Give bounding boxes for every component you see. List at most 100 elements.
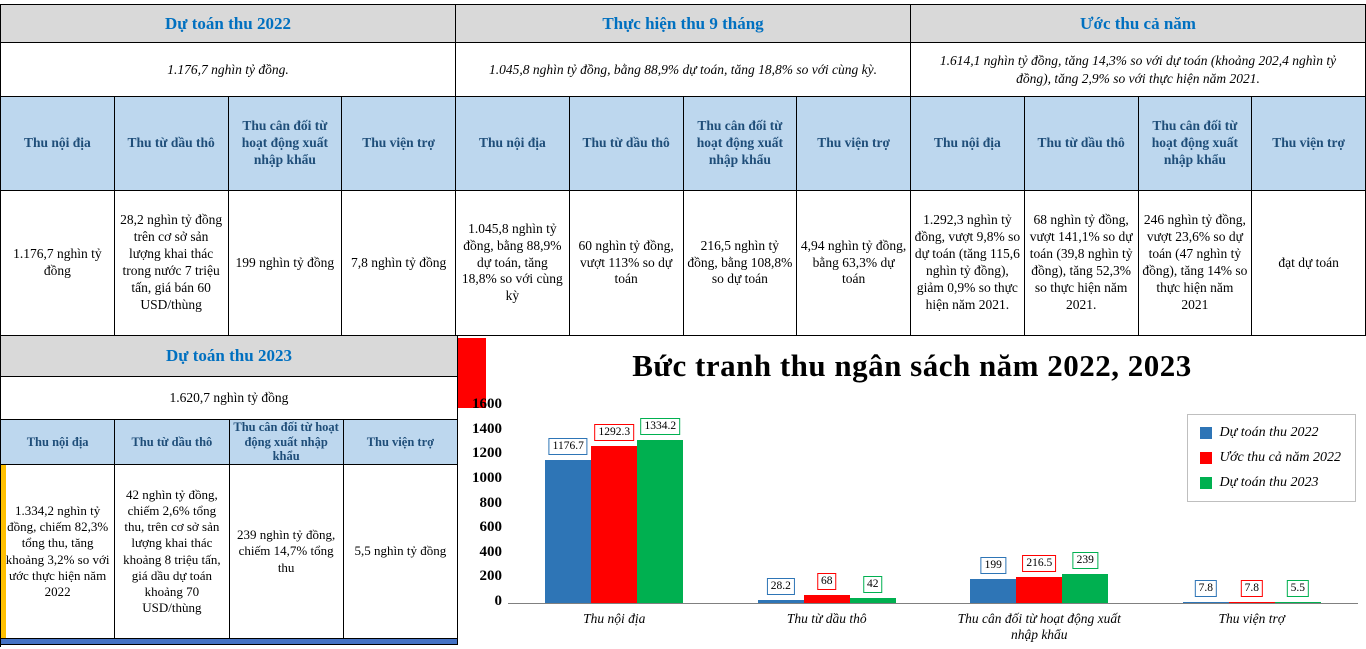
bar: 199 — [970, 556, 1017, 603]
cutoff-row — [1, 639, 458, 645]
column-header: Thu viện trợ — [1252, 97, 1366, 191]
group-summary: 1.045,8 nghìn tỷ đồng, bằng 88,9% dự toá… — [456, 43, 911, 97]
bar: 1334.2 — [637, 418, 684, 603]
bar: 1292.3 — [591, 423, 638, 603]
legend-item: Dự toán thu 2022 — [1199, 425, 1341, 441]
revenue-2023-table: Dự toán thu 2023 1.620,7 nghìn tỷ đồng T… — [0, 336, 458, 647]
data-cell: 28,2 nghìn tỷ đồng trên cơ sở sản lượng … — [114, 191, 229, 336]
y-axis-tick: 1000 — [472, 469, 502, 486]
data-cell: 4,94 nghìn tỷ đồng, bằng 63,3% dự toán — [797, 191, 911, 336]
bars-container: 1176.7 1292.3 1334.2 28.2 68 42 199 216.5 239 7.8… — [508, 408, 1358, 603]
column-header: Thu từ dầu thô — [569, 97, 684, 191]
bar: 28.2 — [757, 577, 804, 603]
bar: 7.8 — [1228, 580, 1275, 603]
data-cell: đạt dự toán — [1252, 191, 1366, 336]
data-cell: 216,5 nghìn tỷ đồng, bằng 108,8% so dự t… — [683, 191, 798, 336]
column-header: Thu từ dầu thô — [114, 97, 229, 191]
chart-header: Bức tranh thu ngân sách năm 2022, 2023 — [458, 336, 1366, 408]
column-header: Thu nội địa — [1, 97, 115, 191]
bar-value-label: 1292.3 — [594, 423, 635, 441]
group-title-uoc-thu-ca-nam: Ước thu cả năm — [911, 5, 1366, 43]
bar-value-label: 1334.2 — [640, 418, 681, 436]
bar: 239 — [1062, 551, 1109, 603]
y-axis-tick: 1400 — [472, 420, 502, 437]
bar: 216.5 — [1016, 554, 1063, 603]
legend-label: Ước thu cả năm 2022 — [1219, 450, 1341, 465]
bar-value-label: 42 — [863, 575, 883, 593]
data-cell: 5,5 nghìn tỷ đồng — [343, 465, 458, 639]
column-header: Thu từ dầu thô — [1024, 97, 1139, 191]
bar-value-label: 1176.7 — [548, 437, 588, 455]
x-axis-label: Thu từ dầu thô — [786, 611, 867, 626]
x-axis-label: Thu cân đối từ hoạt động xuất nhập khẩu — [957, 611, 1121, 643]
column-header: Thu cân đối từ hoạt động xuất nhập khẩu — [1138, 97, 1253, 191]
budget-chart: Bức tranh thu ngân sách năm 2022, 2023 0… — [458, 336, 1366, 647]
legend-label: Dự toán thu 2022 — [1219, 425, 1319, 440]
data-cell: 1.334,2 nghìn tỷ đồng, chiếm 82,3% tổng … — [1, 465, 116, 639]
legend-swatch — [1199, 427, 1212, 439]
data-cell: 246 nghìn tỷ đồng, vượt 23,6% so dự toán… — [1138, 191, 1253, 336]
y-axis-tick: 800 — [479, 494, 503, 511]
data-cell: 239 nghìn tỷ đồng, chiếm 14,7% tổng thu — [229, 465, 344, 639]
bar-value-label: 216.5 — [1022, 554, 1057, 572]
group-summary: 1.614,1 nghìn tỷ đồng, tăng 14,3% so với… — [911, 43, 1366, 97]
data-cell: 1.176,7 nghìn tỷ đồng — [1, 191, 115, 336]
column-header: Thu cân đối từ hoạt động xuất nhập khẩu — [228, 97, 343, 191]
legend-item: Ước thu cả năm 2022 — [1199, 450, 1341, 466]
column-header: Thu nội địa — [456, 97, 570, 191]
group-summary: 1.620,7 nghìn tỷ đồng — [1, 377, 458, 420]
column-header: Thu từ dầu thô — [115, 420, 230, 465]
bar-value-label: 5.5 — [1286, 580, 1309, 598]
legend-swatch — [1199, 452, 1212, 464]
data-cell: 199 nghìn tỷ đồng — [228, 191, 343, 336]
x-axis-label: Thu viện trợ — [1218, 611, 1285, 626]
data-cell: 1.045,8 nghìn tỷ đồng, bằng 88,9% dự toá… — [456, 191, 570, 336]
y-axis: 0 200 400 600 800 1000 1200 1400 1600 — [460, 397, 503, 609]
column-header: Thu viện trợ — [797, 97, 911, 191]
data-cell: 42 nghìn tỷ đồng, chiếm 2,6% tổng thu, t… — [115, 465, 230, 639]
bar-group: 199 216.5 239 — [933, 408, 1146, 603]
group-title-thuc-hien-9-thang: Thực hiện thu 9 tháng — [456, 5, 911, 43]
bar: 1176.7 — [545, 437, 592, 603]
bar-group: 7.8 7.8 5.5 — [1146, 408, 1359, 603]
bar: 42 — [849, 575, 896, 603]
bar: 7.8 — [1182, 580, 1229, 603]
bar-value-label: 239 — [1072, 551, 1098, 569]
group-title-du-toan-2022: Dự toán thu 2022 — [1, 5, 456, 43]
column-header: Thu cân đối từ hoạt động xuất nhập khẩu — [683, 97, 798, 191]
column-header: Thu viện trợ — [342, 97, 456, 191]
y-axis-tick: 200 — [479, 568, 503, 585]
y-axis-tick: 1200 — [472, 445, 502, 462]
column-header: Thu nội địa — [1, 420, 116, 465]
x-axis-label: Thu nội địa — [583, 611, 646, 626]
bar-value-label: 28.2 — [766, 577, 795, 595]
bar-group: 28.2 68 42 — [721, 408, 934, 603]
legend-label: Dự toán thu 2023 — [1219, 475, 1319, 490]
column-header: Thu nội địa — [911, 97, 1025, 191]
group-summary: 1.176,7 nghìn tỷ đồng. — [1, 43, 456, 97]
data-cell: 7,8 nghìn tỷ đồng — [342, 191, 456, 336]
chart-title: Bức tranh thu ngân sách năm 2022, 2023 — [632, 348, 1192, 383]
red-accent-bar — [458, 338, 486, 408]
data-cell: 68 nghìn tỷ đồng, vượt 141,1% so dự toán… — [1024, 191, 1139, 336]
bar-value-label: 68 — [817, 572, 837, 590]
x-axis: Thu nội địa Thu từ dầu thô Thu cân đối từ … — [508, 604, 1358, 643]
legend-item: Dự toán thu 2023 — [1199, 475, 1341, 491]
bar: 5.5 — [1274, 580, 1321, 603]
bar-value-label: 7.8 — [1240, 580, 1263, 598]
group-title-du-toan-2023: Dự toán thu 2023 — [1, 336, 458, 377]
bar-value-label: 199 — [980, 556, 1006, 574]
plot-area: 0 200 400 600 800 1000 1200 1400 1600 1176.7 1292… — [472, 397, 1358, 609]
bar-group: 1176.7 1292.3 1334.2 — [508, 408, 721, 603]
data-cell: 60 nghìn tỷ đồng, vượt 113% so dự toán — [569, 191, 684, 336]
column-header: Thu viện trợ — [343, 420, 458, 465]
bar: 68 — [803, 572, 850, 603]
data-cell: 1.292,3 nghìn tỷ đồng, vượt 9,8% so dự t… — [911, 191, 1025, 336]
legend-swatch — [1199, 477, 1212, 489]
legend: Dự toán thu 2022 Ước thu cả năm 2022 Dự to… — [1186, 414, 1356, 502]
y-axis-tick: 1600 — [472, 396, 502, 412]
y-axis-tick: 0 — [494, 593, 503, 609]
y-axis-tick: 400 — [479, 543, 503, 560]
revenue-2022-table: Dự toán thu 2022 Thực hiện thu 9 tháng Ư… — [0, 4, 1366, 336]
